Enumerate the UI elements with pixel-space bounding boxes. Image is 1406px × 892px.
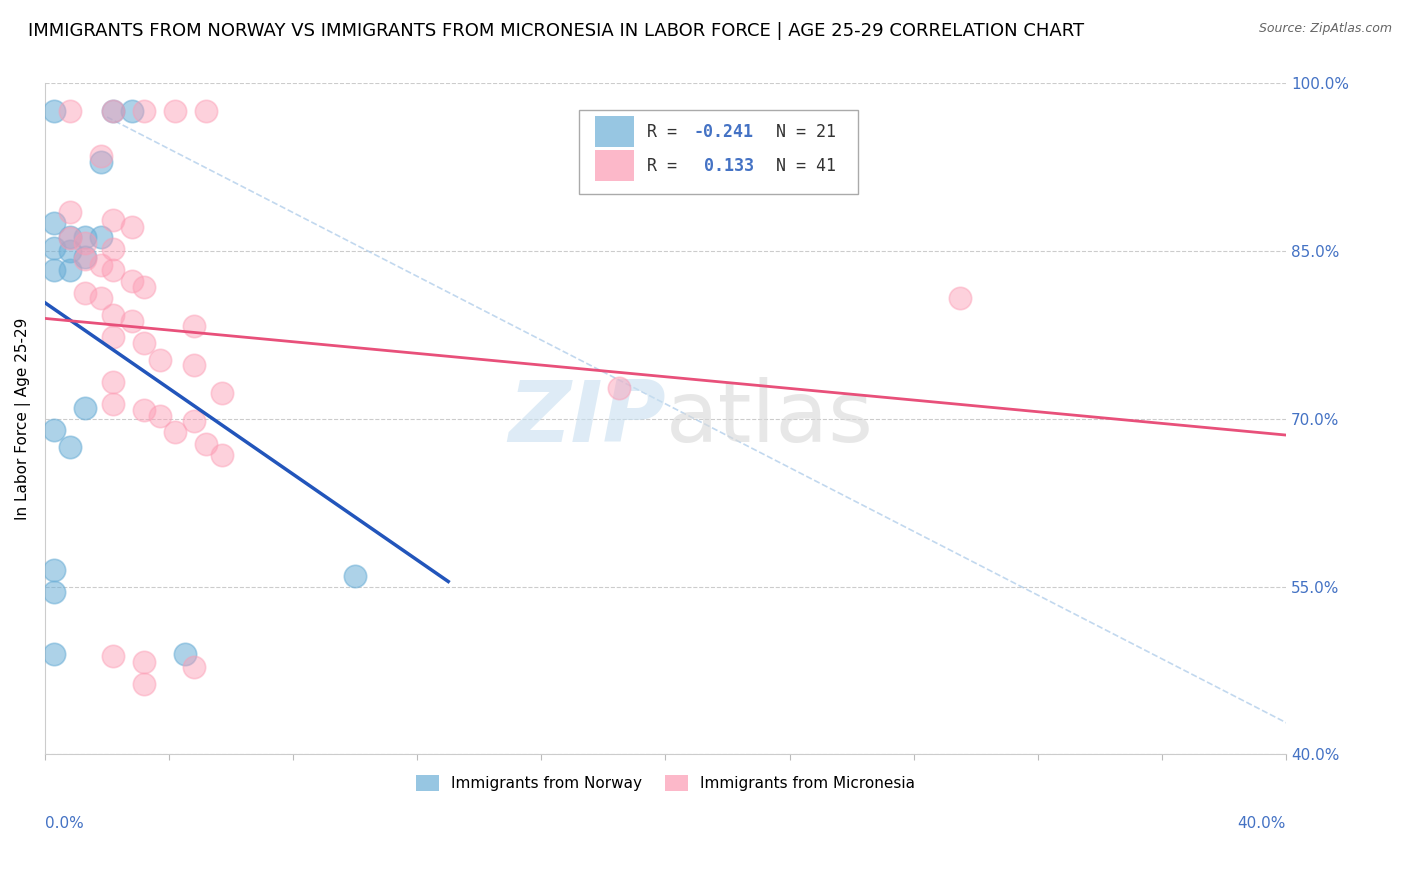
Point — [44, 216, 66, 230]
Point — [44, 104, 66, 119]
Point — [183, 319, 205, 334]
Point — [949, 291, 972, 305]
Point — [75, 252, 97, 266]
Point — [149, 409, 172, 423]
Point — [90, 149, 112, 163]
Text: 0.0%: 0.0% — [45, 816, 83, 831]
Point — [134, 335, 156, 350]
Point — [101, 212, 124, 227]
Point — [44, 563, 66, 577]
Point — [121, 219, 143, 234]
Point — [101, 375, 124, 389]
Point — [149, 352, 172, 367]
Point — [173, 647, 195, 661]
Point — [75, 236, 97, 251]
Point — [75, 401, 97, 415]
Point — [607, 381, 630, 395]
Point — [101, 397, 124, 411]
Point — [344, 568, 367, 582]
Point — [75, 229, 97, 244]
Point — [121, 274, 143, 288]
Point — [101, 330, 124, 344]
Text: R =: R = — [647, 157, 686, 175]
Point — [59, 104, 82, 119]
Point — [101, 104, 124, 119]
Point — [90, 154, 112, 169]
Point — [44, 585, 66, 599]
Text: N = 21: N = 21 — [756, 123, 837, 142]
Point — [165, 425, 187, 440]
Point — [121, 313, 143, 327]
Point — [59, 440, 82, 454]
Text: Source: ZipAtlas.com: Source: ZipAtlas.com — [1258, 22, 1392, 36]
Point — [134, 403, 156, 417]
Text: ZIP: ZIP — [508, 377, 665, 460]
FancyBboxPatch shape — [595, 150, 634, 181]
Point — [211, 448, 233, 462]
Point — [59, 229, 82, 244]
Point — [75, 285, 97, 300]
Point — [90, 229, 112, 244]
Point — [101, 104, 124, 119]
Legend: Immigrants from Norway, Immigrants from Micronesia: Immigrants from Norway, Immigrants from … — [409, 769, 921, 797]
Point — [59, 231, 82, 245]
Point — [101, 242, 124, 256]
Text: 0.133: 0.133 — [695, 157, 754, 175]
Text: 40.0%: 40.0% — [1237, 816, 1286, 831]
Point — [59, 244, 82, 259]
FancyBboxPatch shape — [595, 116, 634, 147]
Text: atlas: atlas — [665, 377, 873, 460]
Point — [90, 258, 112, 272]
Point — [183, 660, 205, 674]
Point — [101, 648, 124, 663]
Text: -0.241: -0.241 — [695, 123, 754, 142]
Point — [44, 423, 66, 437]
Point — [134, 280, 156, 294]
Text: R =: R = — [647, 123, 686, 142]
Point — [165, 104, 187, 119]
Point — [44, 647, 66, 661]
Point — [195, 104, 218, 119]
FancyBboxPatch shape — [578, 111, 858, 194]
Point — [183, 414, 205, 428]
Point — [44, 263, 66, 277]
Text: N = 41: N = 41 — [756, 157, 837, 175]
Point — [90, 291, 112, 305]
Point — [195, 436, 218, 450]
Point — [134, 677, 156, 691]
Point — [101, 263, 124, 277]
Point — [183, 358, 205, 372]
Point — [59, 205, 82, 219]
Point — [134, 104, 156, 119]
Point — [101, 308, 124, 322]
Y-axis label: In Labor Force | Age 25-29: In Labor Force | Age 25-29 — [15, 318, 31, 520]
Point — [44, 241, 66, 255]
Point — [59, 263, 82, 277]
Point — [75, 250, 97, 264]
Point — [134, 655, 156, 669]
Text: IMMIGRANTS FROM NORWAY VS IMMIGRANTS FROM MICRONESIA IN LABOR FORCE | AGE 25-29 : IMMIGRANTS FROM NORWAY VS IMMIGRANTS FRO… — [28, 22, 1084, 40]
Point — [121, 104, 143, 119]
Point — [211, 386, 233, 401]
